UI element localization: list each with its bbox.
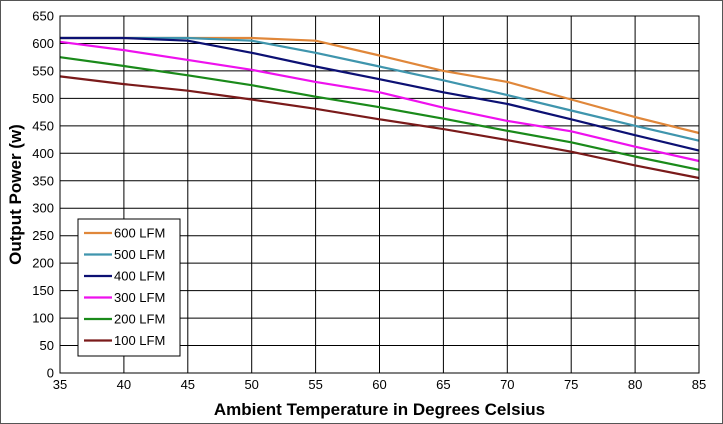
y-tick-label: 550 <box>32 63 54 78</box>
plot-area <box>59 15 700 374</box>
x-tick-label: 45 <box>181 377 195 392</box>
y-axis-title: Output Power (w) <box>6 124 25 265</box>
y-tick-label: 300 <box>32 201 54 216</box>
legend-box <box>77 218 181 357</box>
y-tick-label: 650 <box>32 9 54 24</box>
x-tick-label: 40 <box>117 377 131 392</box>
x-tick-label: 80 <box>628 377 642 392</box>
y-tick-label: 100 <box>32 311 54 326</box>
y-tick-label: 400 <box>32 146 54 161</box>
y-tick-label: 600 <box>32 36 54 51</box>
y-tick-label: 500 <box>32 91 54 106</box>
series-line-200-lfm <box>59 56 700 171</box>
x-tick-label: 50 <box>244 377 258 392</box>
x-tick-label: 65 <box>436 377 450 392</box>
x-tick-label: 85 <box>692 377 706 392</box>
legend-label: 200 LFM <box>114 312 165 327</box>
legend-label: 100 LFM <box>114 333 165 348</box>
legend-label: 400 LFM <box>114 269 165 284</box>
x-tick-label: 55 <box>308 377 322 392</box>
y-tick-label: 200 <box>32 256 54 271</box>
y-tick-label: 350 <box>32 173 54 188</box>
legend: 600 LFM 500 LFM 400 LFM 300 LFM 200 LFM 100 L… <box>77 218 181 357</box>
legend-label: 500 LFM <box>114 247 165 262</box>
y-tick-label: 0 <box>47 366 54 381</box>
y-tick-label: 450 <box>32 118 54 133</box>
series-line-400-lfm <box>60 36 700 152</box>
x-tick-label: 70 <box>500 377 514 392</box>
y-tick-label: 50 <box>40 338 54 353</box>
x-tick-label: 60 <box>372 377 386 392</box>
series-line-500-lfm <box>60 36 700 142</box>
y-tick-label: 250 <box>32 228 54 243</box>
x-tick-label: 35 <box>53 377 67 392</box>
series-line-300-lfm <box>59 40 700 163</box>
series-lines <box>59 36 700 180</box>
y-tick-label: 150 <box>32 283 54 298</box>
legend-label: 300 LFM <box>114 290 165 305</box>
x-tick-label: 75 <box>564 377 578 392</box>
series-line-100-lfm <box>59 75 700 180</box>
x-axis-title: Ambient Temperature in Degrees Celsius <box>214 400 545 419</box>
legend-label: 600 LFM <box>114 226 165 241</box>
tick-labels: 0 50 100 150 200 250 300 350 400 450 500 550 600 650 3… <box>32 9 706 393</box>
